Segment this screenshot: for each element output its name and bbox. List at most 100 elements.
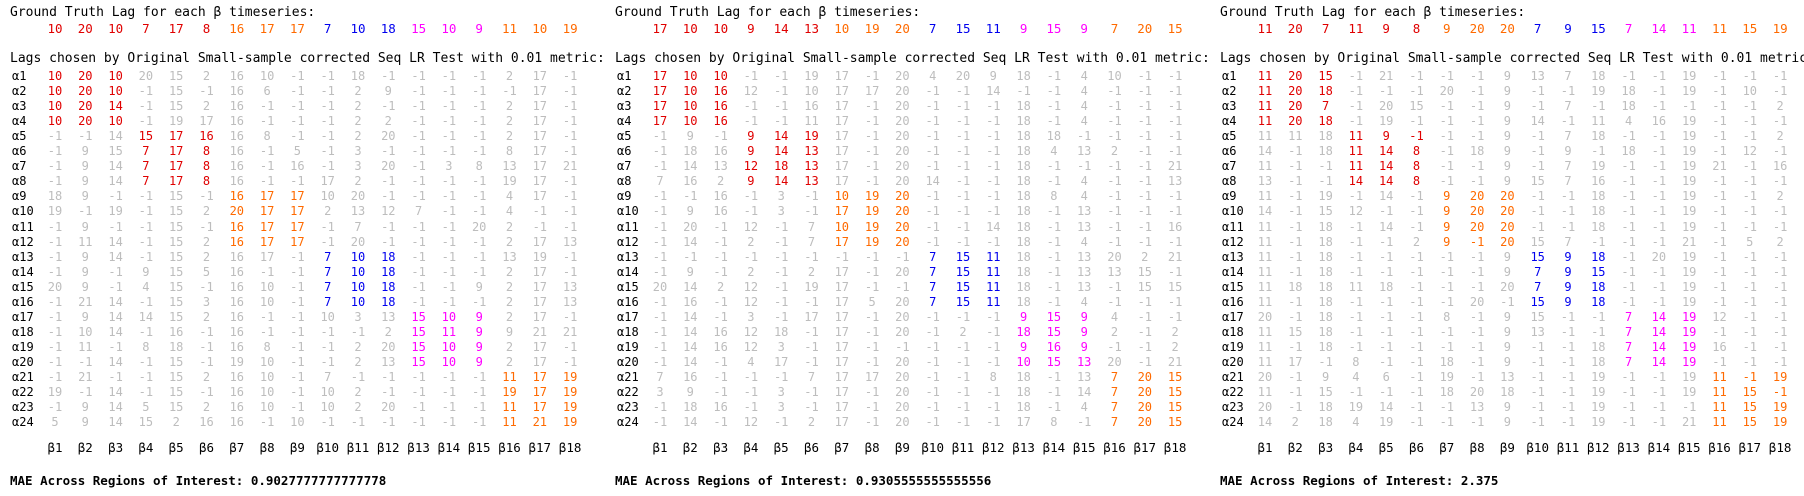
lag-cell: 19 [1591, 370, 1606, 384]
lag-cell: 15 [168, 400, 184, 415]
lag-cell: 19 [1681, 174, 1697, 189]
lag-cell: 18 [47, 189, 63, 204]
lag-cell: -1 [1712, 354, 1727, 369]
lag-cell: 7 [324, 264, 332, 279]
lag-cell: -1 [773, 234, 789, 249]
lag-cell: -1 [773, 69, 789, 83]
lag-cell: -1 [1560, 385, 1576, 400]
lag-cell: -1 [925, 400, 940, 415]
lag-cell: 18 [1318, 129, 1333, 144]
lag-cell: 15 [1167, 279, 1183, 294]
lag-cell: 12 [743, 415, 759, 430]
lag-cell: -1 [1772, 84, 1788, 99]
lag-cell: -1 [895, 249, 910, 264]
lag-cell: 11 [78, 234, 93, 249]
lag-cell: -1 [47, 234, 63, 249]
lag-cell: -1 [441, 370, 457, 384]
lag-cell: 13 [1530, 324, 1545, 339]
lag-cell: 12 [743, 159, 759, 174]
lag-cell: 19 [47, 204, 63, 219]
lag-cell: -1 [411, 249, 426, 264]
lag-cell: -1 [713, 219, 728, 234]
lag-cell: 20 [1288, 84, 1303, 99]
row-label: α7 [1222, 159, 1237, 174]
lag-cell: -1 [502, 84, 517, 99]
column-label: β5 [773, 440, 789, 455]
lag-cell: 17 [834, 370, 850, 384]
lag-cell: -1 [199, 324, 214, 339]
column-label: β15 [1677, 440, 1701, 455]
lag-cell: -1 [1288, 189, 1303, 204]
lag-cell: 20 [1257, 400, 1273, 415]
lag-cell: 18 [1591, 204, 1606, 219]
lag-cell: 20 [1651, 249, 1667, 264]
lag-cell: 11 [1712, 385, 1727, 400]
lag-cell: 11 [1257, 69, 1273, 83]
lag-cell: 9 [1564, 144, 1572, 159]
lag-cell: 19 [804, 279, 819, 294]
lag-cell: -1 [441, 114, 457, 129]
lag-cell: 13 [381, 354, 396, 369]
lag-cell: 11 [1257, 324, 1273, 339]
lag-cell: 11 [502, 400, 517, 415]
column-label: β13 [1617, 440, 1640, 455]
lag-cell: -1 [411, 189, 426, 204]
lag-cell: -1 [804, 324, 819, 339]
lag-cell: 20 [895, 144, 910, 159]
lag-cell: 4 [142, 279, 150, 294]
lag-cell: 16 [713, 400, 728, 415]
lag-cell: -1 [955, 400, 971, 415]
lag-cell: 8 [202, 174, 211, 189]
lag-cell: 20 [1469, 219, 1485, 234]
lag-cell: 2 [202, 249, 211, 264]
lag-cell: 15 [168, 385, 184, 400]
lag-cell: 19 [1681, 249, 1697, 264]
lag-cell: 12 [1712, 309, 1727, 324]
lag-cell: -1 [713, 294, 728, 309]
lag-cell: 19 [1681, 370, 1697, 384]
lag-cell: -1 [471, 415, 487, 430]
lag-cell: 17 [834, 84, 850, 99]
lag-cell: 17 [532, 174, 548, 189]
lag-cell: -1 [1107, 159, 1122, 174]
lag-cell: -1 [834, 249, 850, 264]
lag-cell: 16 [229, 339, 245, 354]
lag-cell: 12 [1348, 204, 1364, 219]
lag-cell: -1 [925, 144, 940, 159]
lag-cell: 4 [1050, 144, 1058, 159]
column-label: β6 [198, 440, 215, 455]
lag-cell: 11 [1257, 159, 1273, 174]
lag-cell: -1 [652, 159, 668, 174]
lag-cell: 16 [713, 204, 728, 219]
lag-cell: 9 [81, 174, 89, 189]
lag-cell: -1 [47, 309, 63, 324]
lag-cell: 19 [1378, 415, 1394, 430]
lag-cell: 18 [1016, 370, 1031, 384]
lag-cell: 2 [505, 309, 514, 324]
lag-cell: -1 [652, 144, 668, 159]
lag-cell: 20 [1107, 354, 1122, 369]
lag-cell: -1 [1621, 159, 1636, 174]
lag-cell: 8 [505, 144, 514, 159]
lag-cell: 19 [804, 129, 819, 144]
lag-cell: -1 [1742, 324, 1758, 339]
lag-cell: 12 [743, 84, 759, 99]
lag-cell: -1 [1530, 370, 1545, 384]
lag-cell: 9 [1503, 129, 1511, 144]
lag-cell: 21 [78, 294, 93, 309]
lag-cell: 20 [1500, 189, 1515, 204]
lag-cell: -1 [1046, 249, 1062, 264]
lag-cell: 8 [475, 159, 483, 174]
lag-cell: -1 [1712, 264, 1727, 279]
lag-cell: 16 [229, 114, 245, 129]
ground-truth-value: 10 [350, 21, 366, 36]
lag-cell: 7 [324, 249, 332, 264]
lag-cell: 17 [532, 400, 548, 415]
lag-cell: -1 [864, 385, 880, 400]
lag-cell: -1 [1712, 144, 1727, 159]
lag-cell: -1 [925, 234, 940, 249]
lag-cell: -1 [1137, 354, 1153, 369]
column-label: β6 [1408, 440, 1425, 455]
row-label: α15 [12, 279, 34, 294]
lag-cell: 14 [108, 385, 123, 400]
